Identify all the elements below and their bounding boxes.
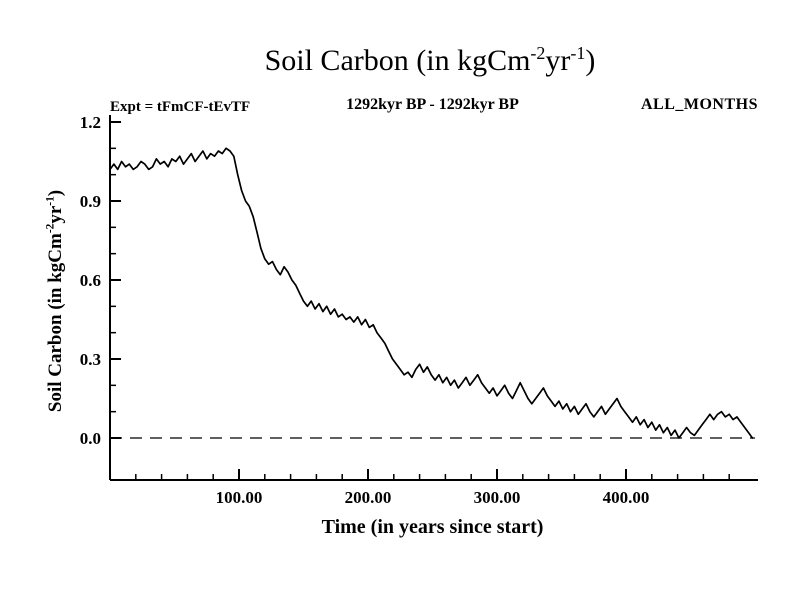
chart-title-text: Soil Carbon (in kgCm [264,44,531,77]
months-label: ALL_MONTHS [640,96,758,113]
y-axis-label: Soil Carbon (in kgCm-2yr-1) [45,121,71,481]
x-tick-label: 400.00 [603,488,650,507]
chart-title-sup-2: -2 [530,43,546,63]
x-tick-label: 200.00 [345,488,392,507]
chart-title-close: ) [585,44,596,77]
data-line [109,147,754,439]
y-tick-label: 0.3 [80,350,101,369]
x-tick-label: 300.00 [474,488,521,507]
chart-title: Soil Carbon (in kgCm-2yr-1) [100,44,760,78]
chart-title-yr: yr [545,44,571,77]
chart-title-sup-1: -1 [570,43,586,63]
y-axis-label-close: ) [45,189,66,197]
x-tick-label: 100.00 [216,488,263,507]
x-axis-label: Time (in years since start) [321,516,544,538]
date-range-label: 1292kyr BP - 1292kyr BP [346,96,519,113]
expt-label: Expt = tFmCF-tEvTF [110,99,251,115]
y-axis-label-text: Soil Carbon (in kgCm [45,233,66,413]
y-axis-label-sup-2: -2 [44,223,57,234]
y-tick-label: 0.9 [80,192,101,211]
y-axis-label-yr: yr [45,205,66,224]
y-axis-label-sup-1: -1 [44,196,57,206]
y-tick-label: 0.0 [80,429,101,448]
y-tick-label: 1.2 [80,113,101,132]
y-tick-label: 0.6 [80,271,101,290]
